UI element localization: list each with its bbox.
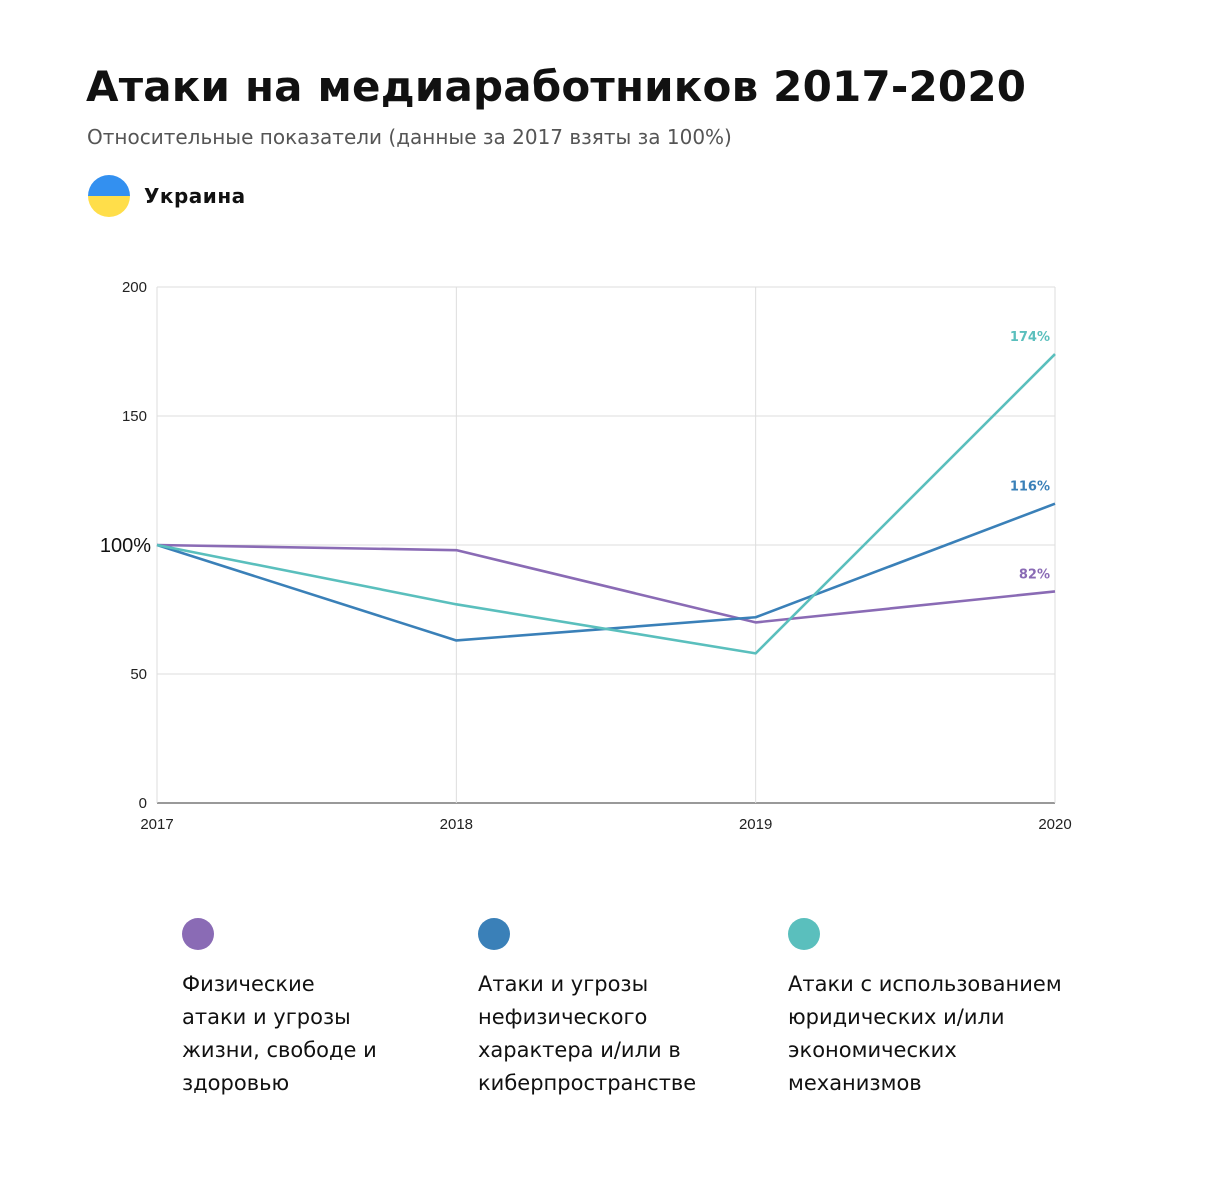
line-chart: 0 50 100% 150 200 2017 2018 2019 2020 82% 116% 17… [100, 279, 1072, 833]
series-line-legal [156, 353, 1056, 655]
chart-grid [156, 286, 1056, 804]
x-axis-ticks: 2017 2018 2019 2020 [140, 816, 1071, 833]
legend-label-legal: Атаки с использованием юридических и/или… [788, 972, 1062, 1095]
country-name: Украина [144, 184, 246, 208]
legend-item-legal: Атаки с использованием юридических и/или… [788, 918, 1088, 1100]
legend-dot-physical [182, 918, 214, 950]
y-tick-label: 150 [122, 408, 147, 425]
y-tick-label: 100% [100, 535, 151, 557]
chart-end-labels: 82% 116% 174% [1010, 330, 1050, 582]
end-label-physical: 82% [1019, 567, 1050, 582]
legend-dot-cyber [478, 918, 510, 950]
flag-bottom-half [88, 196, 130, 217]
y-tick-label: 50 [130, 666, 147, 683]
country-tag: Украина [88, 175, 246, 217]
legend-dot-legal [788, 918, 820, 950]
end-label-legal: 174% [1010, 330, 1050, 345]
y-axis-ticks: 0 50 100% 150 200 [100, 279, 151, 812]
chart-title: Атаки на медиаработников 2017-2020 [86, 62, 1027, 111]
x-tick-label: 2017 [140, 816, 173, 833]
legend-label-physical: Физические атаки и угрозы жизни, свободе… [182, 972, 377, 1095]
x-tick-label: 2020 [1038, 816, 1071, 833]
legend-label-cyber: Атаки и угрозы нефизического характера и… [478, 972, 697, 1095]
ukraine-flag-icon [88, 175, 130, 217]
x-tick-label: 2019 [739, 816, 772, 833]
end-label-cyber: 116% [1010, 480, 1050, 495]
legend-item-cyber: Атаки и угрозы нефизического характера и… [478, 918, 778, 1100]
y-tick-label: 0 [139, 795, 147, 812]
chart-series-lines [156, 353, 1056, 655]
legend-item-physical: Физические атаки и угрозы жизни, свободе… [182, 918, 482, 1100]
flag-top-half [88, 175, 130, 196]
chart-subtitle: Относительные показатели (данные за 2017… [87, 125, 732, 149]
x-tick-label: 2018 [440, 816, 473, 833]
y-tick-label: 200 [122, 279, 147, 296]
series-line-physical [156, 543, 1056, 624]
